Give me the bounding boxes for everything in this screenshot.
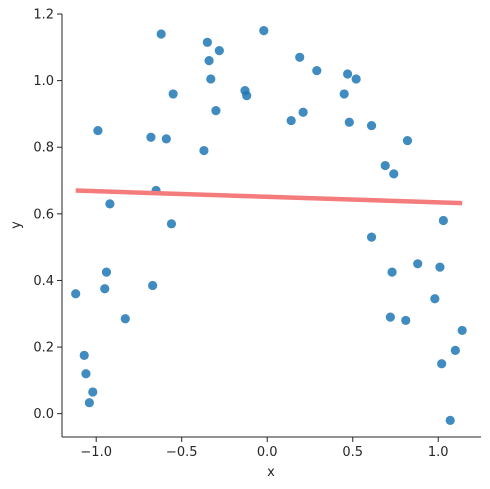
data-point (457, 325, 467, 336)
data-point (93, 125, 103, 136)
data-point (387, 267, 397, 277)
x-tick-label: 0.5 (342, 445, 363, 460)
data-point (204, 56, 214, 66)
x-ticks: −1.0 −0.5 0.0 0.5 1.0 (80, 437, 449, 460)
data-point (206, 74, 216, 84)
y-tick-label: 1.0 (33, 74, 54, 89)
data-point (100, 284, 110, 294)
y-axis-label: y (9, 221, 24, 229)
data-point (435, 262, 445, 272)
data-point (413, 259, 423, 269)
data-point (105, 199, 115, 209)
y-tick-label: 0.2 (33, 341, 54, 356)
data-point (366, 120, 377, 131)
data-point (438, 215, 448, 226)
data-point (259, 26, 269, 36)
data-point (71, 289, 81, 299)
data-point (380, 160, 390, 171)
x-tick-label: −0.5 (166, 445, 198, 460)
data-point (146, 132, 156, 142)
data-point (88, 387, 98, 397)
y-tick-label: 0.4 (33, 274, 54, 289)
data-point (211, 105, 221, 116)
data-point (445, 415, 455, 425)
data-point (168, 89, 178, 99)
y-tick-label: 0.8 (33, 141, 54, 156)
data-point (120, 314, 130, 324)
data-point (366, 232, 377, 242)
data-point (450, 345, 460, 356)
x-tick-label: 0.0 (257, 445, 278, 460)
data-point (79, 350, 89, 360)
data-point (148, 280, 158, 291)
y-tick-label: 1.2 (33, 8, 54, 23)
data-point (344, 117, 354, 127)
data-point (385, 312, 395, 322)
data-point (351, 74, 361, 84)
data-point (430, 294, 440, 304)
plot-area (71, 26, 467, 425)
data-point (81, 369, 91, 379)
data-point (437, 359, 447, 369)
data-point (298, 107, 308, 117)
data-point (401, 315, 411, 326)
x-tick-label: −1.0 (80, 445, 112, 460)
data-point (101, 267, 112, 277)
regression-line (75, 188, 463, 206)
data-point (214, 46, 224, 56)
x-tick-label: 1.0 (428, 445, 449, 460)
data-point (402, 135, 413, 146)
data-point (286, 115, 296, 126)
y-ticks: 0.0 0.2 0.4 0.6 0.8 1.0 1.2 (33, 8, 62, 422)
data-point (199, 145, 209, 156)
data-point (166, 219, 177, 229)
data-point (343, 69, 353, 79)
data-point (339, 89, 349, 99)
data-point (295, 52, 305, 62)
data-point (202, 37, 212, 47)
data-point (156, 29, 166, 39)
data-point (312, 66, 322, 76)
data-point (161, 134, 171, 144)
y-tick-label: 0.0 (33, 407, 54, 422)
x-axis-label: x (267, 465, 275, 480)
data-point (84, 398, 94, 408)
y-tick-label: 0.6 (33, 207, 54, 222)
data-point (242, 91, 252, 101)
data-point (389, 169, 399, 179)
